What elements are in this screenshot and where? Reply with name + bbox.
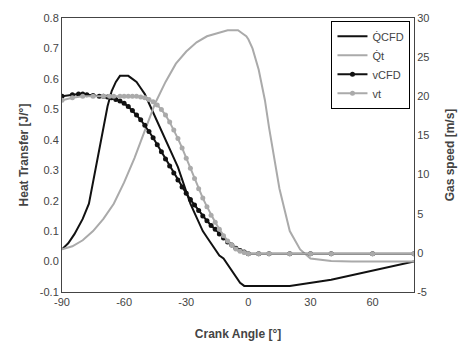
svg-text:20: 20	[417, 90, 429, 102]
svg-text:10: 10	[417, 168, 429, 180]
svg-text:-0.1: -0.1	[40, 286, 59, 298]
svg-text:15: 15	[417, 129, 429, 141]
svg-text:0.5: 0.5	[44, 103, 59, 115]
svg-text:-5: -5	[417, 286, 427, 298]
svg-text:Crank Angle [°]: Crank Angle [°]	[195, 327, 281, 341]
svg-text:0.1: 0.1	[44, 225, 59, 237]
svg-text:0.4: 0.4	[44, 134, 59, 146]
svg-text:0: 0	[245, 296, 251, 308]
svg-text:0.6: 0.6	[44, 73, 59, 85]
svg-text:Q̇t: Q̇t	[372, 50, 384, 62]
svg-text:30: 30	[417, 12, 429, 24]
svg-text:0.0: 0.0	[44, 255, 59, 267]
svg-text:0.2: 0.2	[44, 195, 59, 207]
svg-text:0.8: 0.8	[44, 12, 59, 24]
svg-text:0.7: 0.7	[44, 42, 59, 54]
svg-text:5: 5	[417, 208, 423, 220]
svg-text:vt: vt	[372, 88, 381, 100]
svg-text:30: 30	[304, 296, 316, 308]
svg-text:Heat Transfer [J/°]: Heat Transfer [J/°]	[17, 104, 31, 207]
svg-text:Q̇CFD: Q̇CFD	[372, 31, 403, 43]
svg-text:0.3: 0.3	[44, 164, 59, 176]
svg-text:-30: -30	[178, 296, 194, 308]
svg-text:0: 0	[417, 247, 423, 259]
svg-text:60: 60	[366, 296, 378, 308]
svg-text:Gas speed [m/s]: Gas speed [m/s]	[443, 109, 457, 202]
svg-text:vCFD: vCFD	[372, 69, 400, 81]
svg-text:25: 25	[417, 51, 429, 63]
svg-text:-60: -60	[116, 296, 132, 308]
svg-text:-90: -90	[54, 296, 70, 308]
